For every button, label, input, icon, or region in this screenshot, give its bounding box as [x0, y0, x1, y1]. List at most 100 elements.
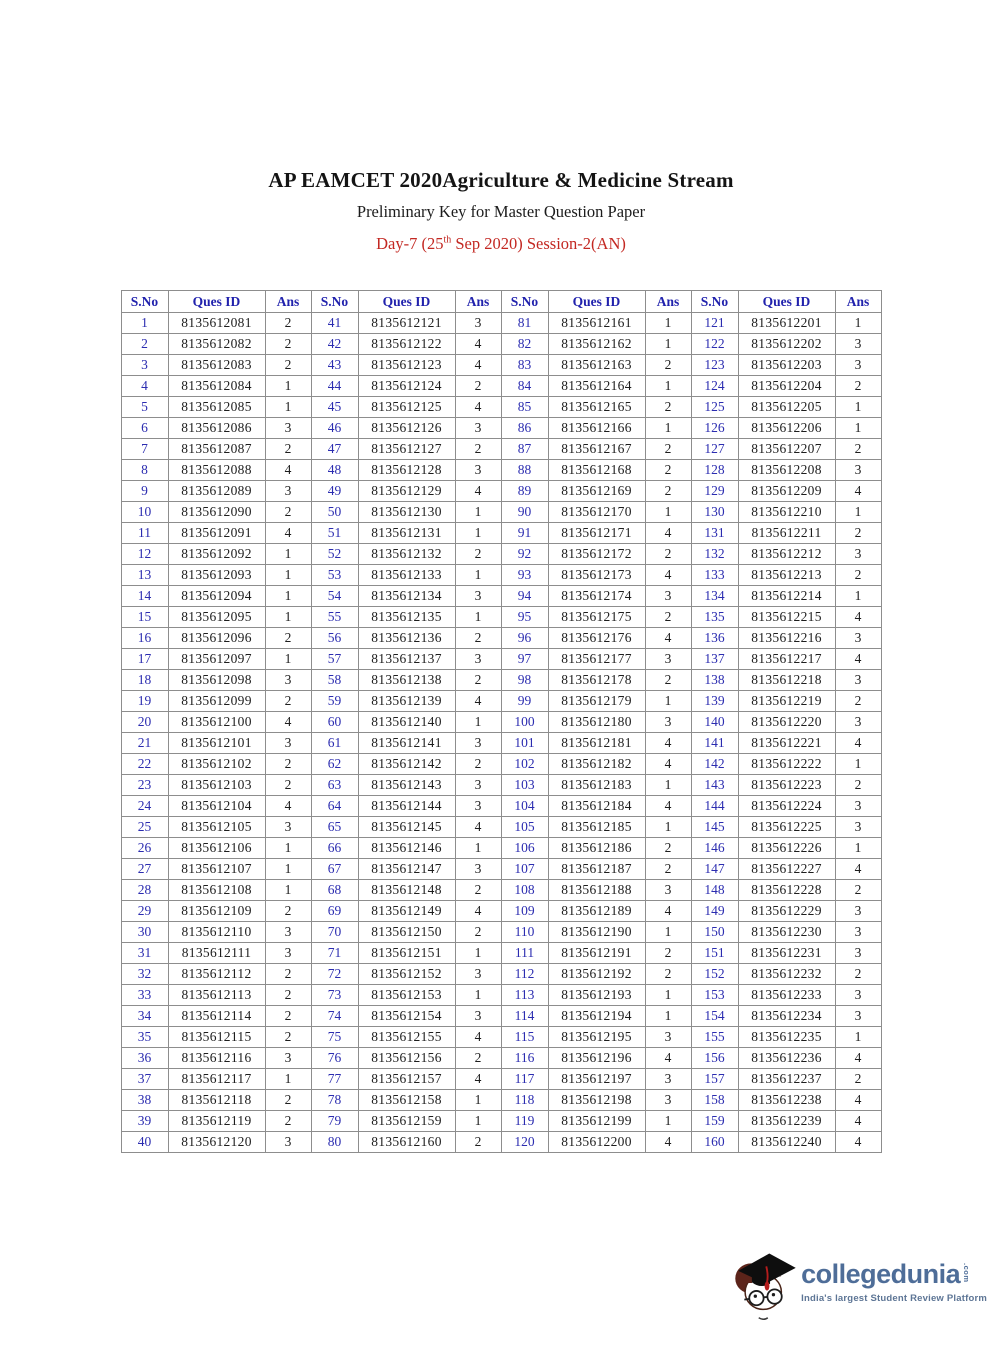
quesid-cell: 8135612177 [547, 648, 646, 670]
ans-cell: 2 [644, 354, 692, 376]
sno-cell: 64 [310, 795, 359, 817]
ans-cell: 4 [454, 1068, 502, 1090]
quesid-cell: 8135612161 [547, 312, 646, 334]
quesid-cell: 8135612107 [167, 858, 266, 880]
sno-cell: 148 [690, 879, 739, 901]
page-subtitle: Preliminary Key for Master Question Pape… [356, 202, 646, 221]
quesid-cell: 8135612185 [547, 816, 646, 838]
sno-cell: 133 [690, 564, 739, 586]
sno-cell: 108 [500, 879, 549, 901]
table-row: 32 8135612112 2 72 8135612152 3 112 8135612192 2… [120, 963, 882, 985]
ans-cell: 4 [644, 753, 692, 775]
quesid-cell: 8135612227 [737, 858, 836, 880]
sno-cell: 44 [310, 375, 359, 397]
ans-cell: 1 [834, 585, 882, 607]
col-header-ans: Ans [264, 290, 312, 313]
table-row: 34 8135612114 2 74 8135612154 3 114 8135612194 1… [120, 1005, 882, 1027]
quesid-cell: 8135612135 [357, 606, 456, 628]
sno-cell: 49 [310, 480, 359, 502]
sno-cell: 88 [500, 459, 549, 481]
ans-cell: 2 [644, 837, 692, 859]
ans-cell: 4 [644, 1047, 692, 1069]
ans-cell: 2 [264, 312, 312, 334]
ans-cell: 1 [454, 564, 502, 586]
quesid-cell: 8135612165 [547, 396, 646, 418]
quesid-cell: 8135612124 [357, 375, 456, 397]
quesid-cell: 8135612088 [167, 459, 266, 481]
table-row: 8 8135612088 4 48 8135612128 3 88 8135612168 2 12… [120, 459, 882, 481]
ans-cell: 3 [264, 732, 312, 754]
ans-cell: 2 [644, 459, 692, 481]
sno-cell: 139 [690, 690, 739, 712]
quesid-cell: 8135612207 [737, 438, 836, 460]
quesid-cell: 8135612133 [357, 564, 456, 586]
quesid-cell: 8135612168 [547, 459, 646, 481]
sno-cell: 60 [310, 711, 359, 733]
quesid-cell: 8135612226 [737, 837, 836, 859]
ans-cell: 2 [264, 438, 312, 460]
sno-cell: 24 [120, 795, 169, 817]
quesid-cell: 8135612143 [357, 774, 456, 796]
col-header-ans: Ans [834, 290, 882, 313]
table-row: 15 8135612095 1 55 8135612135 1 95 8135612175 2 1… [120, 606, 882, 628]
ans-cell: 1 [834, 396, 882, 418]
ans-cell: 1 [454, 501, 502, 523]
col-header-quesid: Ques ID [737, 290, 836, 313]
quesid-cell: 8135612094 [167, 585, 266, 607]
quesid-cell: 8135612160 [357, 1131, 456, 1153]
sno-cell: 32 [120, 963, 169, 985]
ans-cell: 2 [644, 963, 692, 985]
quesid-cell: 8135612193 [547, 984, 646, 1006]
ans-cell: 4 [264, 522, 312, 544]
session-text-post: Sep 2020) Session-2(AN) [451, 234, 626, 253]
quesid-cell: 8135612220 [737, 711, 836, 733]
ans-cell: 2 [644, 480, 692, 502]
ans-cell: 1 [264, 585, 312, 607]
ans-cell: 1 [834, 501, 882, 523]
quesid-cell: 8135612211 [737, 522, 836, 544]
table-row: 38 8135612118 2 78 8135612158 1 118 8135612198 3… [120, 1089, 882, 1111]
sno-cell: 96 [500, 627, 549, 649]
quesid-cell: 8135612152 [357, 963, 456, 985]
table-row: 23 8135612103 2 63 8135612143 3 103 8135612183 1… [120, 774, 882, 796]
ans-cell: 3 [834, 711, 882, 733]
table-row: 27 8135612107 1 67 8135612147 3 107 8135612187 2… [120, 858, 882, 880]
sno-cell: 142 [690, 753, 739, 775]
sno-cell: 30 [120, 921, 169, 943]
ans-cell: 1 [644, 816, 692, 838]
sno-cell: 145 [690, 816, 739, 838]
ans-cell: 3 [644, 648, 692, 670]
quesid-cell: 8135612106 [167, 837, 266, 859]
ans-cell: 3 [454, 858, 502, 880]
quesid-cell: 8135612214 [737, 585, 836, 607]
quesid-cell: 8135612181 [547, 732, 646, 754]
table-row: 26 8135612106 1 66 8135612146 1 106 8135612186 2… [120, 837, 882, 859]
table-row: 6 8135612086 3 46 8135612126 3 86 8135612166 1 12… [120, 417, 882, 439]
sno-cell: 35 [120, 1026, 169, 1048]
ans-cell: 1 [264, 543, 312, 565]
sno-cell: 45 [310, 396, 359, 418]
quesid-cell: 8135612116 [167, 1047, 266, 1069]
ans-cell: 1 [644, 984, 692, 1006]
logo-text-block: collegedunia .com India's largest Studen… [801, 1244, 987, 1305]
quesid-cell: 8135612222 [737, 753, 836, 775]
quesid-cell: 8135612091 [167, 522, 266, 544]
sno-cell: 74 [310, 1005, 359, 1027]
sno-cell: 69 [310, 900, 359, 922]
quesid-cell: 8135612198 [547, 1089, 646, 1111]
ans-cell: 4 [834, 606, 882, 628]
sno-cell: 124 [690, 375, 739, 397]
ans-cell: 3 [264, 942, 312, 964]
sno-cell: 92 [500, 543, 549, 565]
quesid-cell: 8135612157 [357, 1068, 456, 1090]
ans-cell: 3 [834, 900, 882, 922]
ans-cell: 1 [454, 984, 502, 1006]
sno-cell: 70 [310, 921, 359, 943]
quesid-cell: 8135612086 [167, 417, 266, 439]
table-row: 9 8135612089 3 49 8135612129 4 89 8135612169 2 12… [120, 480, 882, 502]
sno-cell: 78 [310, 1089, 359, 1111]
sno-cell: 2 [120, 333, 169, 355]
table-row: 3 8135612083 2 43 8135612123 4 83 8135612163 2 12… [120, 354, 882, 376]
ans-cell: 3 [264, 1047, 312, 1069]
sno-cell: 6 [120, 417, 169, 439]
